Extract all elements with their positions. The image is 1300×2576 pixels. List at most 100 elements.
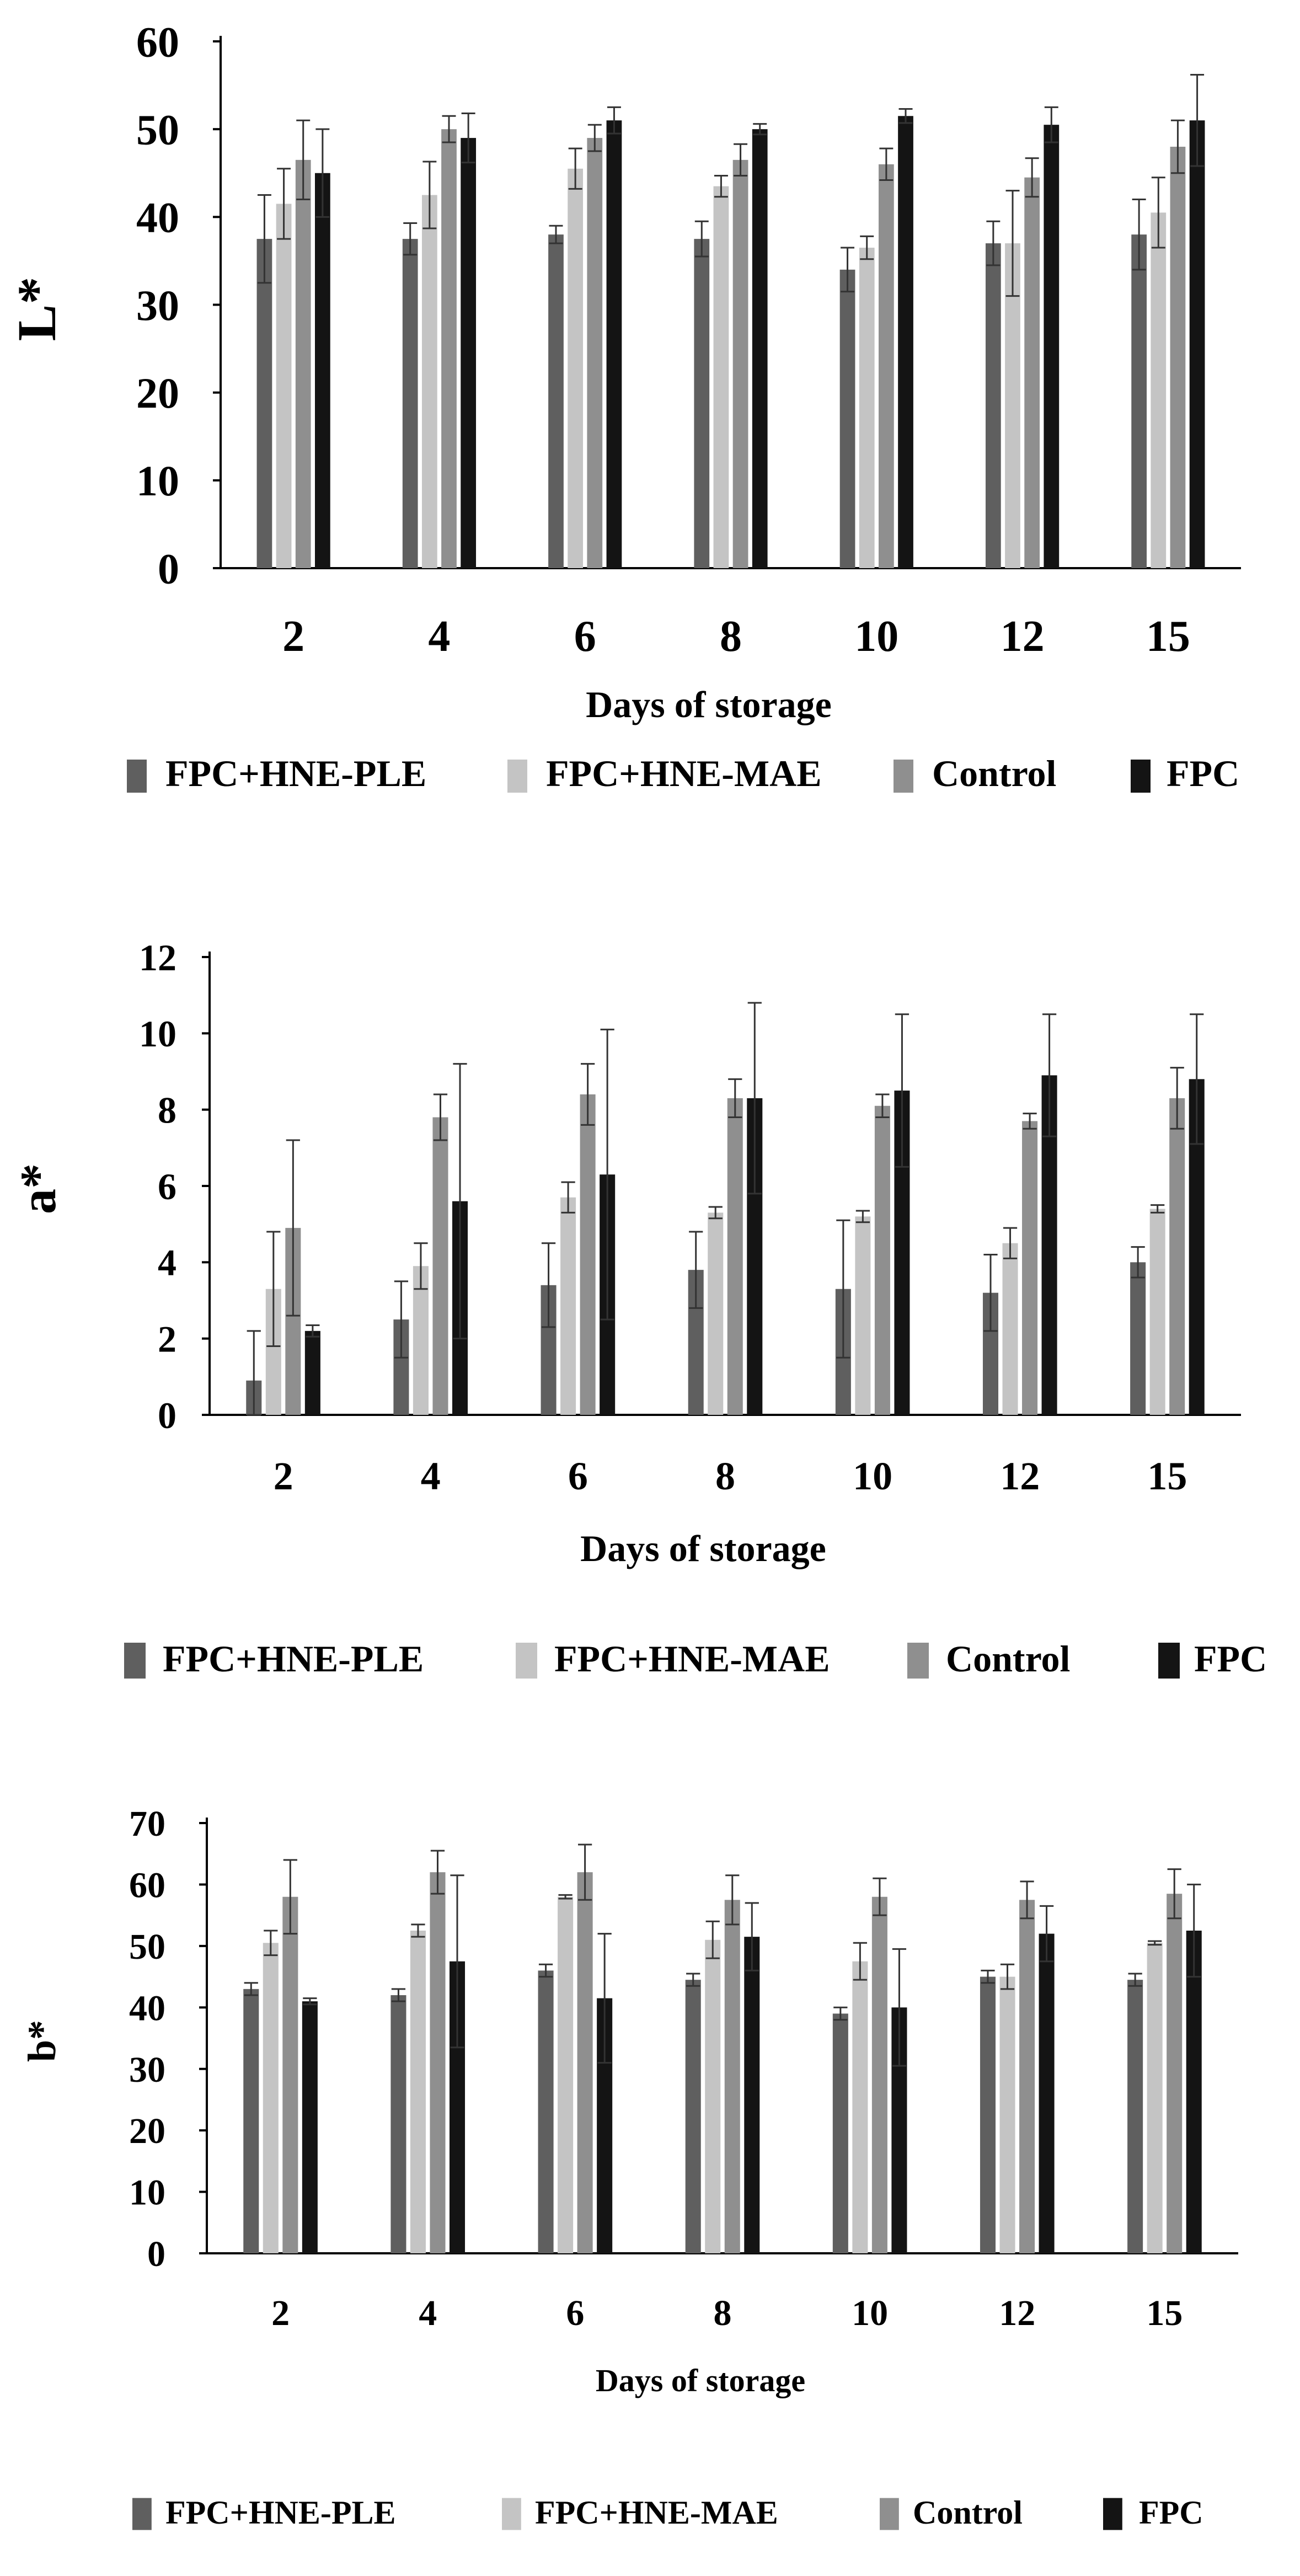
error-bar <box>1131 1246 1145 1279</box>
legend-swatch <box>1131 760 1151 793</box>
error-bar <box>461 113 475 164</box>
y-tick-label: 10 <box>139 1013 176 1055</box>
bar-l-fpc-hne-mae-day-6 <box>568 168 584 569</box>
bar-a-fpc-hne-mae-day-10 <box>855 1216 871 1415</box>
bar-b-fpc-day-12 <box>1039 1933 1055 2253</box>
bar-l-control-day-6 <box>587 138 603 569</box>
legend-label: FPC+HNE-MAE <box>546 752 822 794</box>
y-tick-label: 10 <box>136 457 179 505</box>
y-tick-label: 30 <box>136 281 179 329</box>
bar-l-fpc-hne-ple-day-12 <box>985 243 1001 568</box>
bar-l-fpc-hne-ple-day-15 <box>1131 234 1147 569</box>
legend-label: FPC+HNE-MAE <box>535 2494 778 2531</box>
chart-panel-l: 0 10 20 30 40 50 60 L* 2 4 6 8 10 12 15 Days of storage… <box>6 18 1241 794</box>
bar-a-control-day-10 <box>874 1105 890 1415</box>
bar-b-control-day-10 <box>871 1896 887 2253</box>
bar-a-control-day-12 <box>1022 1121 1038 1415</box>
error-bar <box>541 1242 556 1328</box>
error-bar <box>247 1330 261 1416</box>
error-bar <box>689 1231 703 1309</box>
x-tick-label: 2 <box>282 612 304 661</box>
y-tick-label: 30 <box>129 2050 165 2090</box>
y-tick-label: 12 <box>139 937 176 979</box>
error-bar <box>1170 119 1185 174</box>
error-bar <box>708 1206 723 1220</box>
error-bar <box>875 1093 890 1118</box>
y-tick-label: 0 <box>158 544 179 592</box>
x-tick-label: 12 <box>1000 1454 1040 1498</box>
error-bar <box>414 1242 428 1290</box>
error-bar <box>1003 1227 1018 1259</box>
legend-item: FPC <box>1158 1638 1267 1680</box>
error-bar <box>879 147 894 181</box>
legend-item: FPC+HNE-MAE <box>516 1638 830 1680</box>
error-bar <box>303 1997 317 2006</box>
error-bar <box>264 1930 278 1957</box>
legend-swatch <box>507 760 527 793</box>
legend-swatch <box>516 1643 537 1679</box>
x-tick-label: 4 <box>419 2293 437 2333</box>
y-tick-label: 8 <box>158 1089 176 1131</box>
error-bar <box>538 1963 553 1978</box>
y-tick-label: 0 <box>158 1394 176 1436</box>
bar-b-fpc-hne-ple-day-4 <box>390 1995 406 2253</box>
error-bar <box>1000 1963 1015 1990</box>
error-bar <box>1190 73 1205 167</box>
error-bar <box>1170 1067 1184 1130</box>
error-bar <box>558 1894 573 1900</box>
y-axis-label: a* <box>10 1163 66 1214</box>
bar-b-control-day-15 <box>1167 1894 1183 2253</box>
legend-label: FPC+HNE-PLE <box>165 2494 396 2531</box>
error-bar <box>853 1942 868 1981</box>
error-bar <box>453 1063 467 1340</box>
error-bar <box>257 194 271 284</box>
x-tick-label: 12 <box>999 2293 1035 2333</box>
bar-l-control-day-10 <box>878 164 894 568</box>
error-bar <box>1039 1905 1054 1963</box>
bar-b-control-day-4 <box>430 1872 446 2253</box>
bar-b-fpc-hne-ple-day-6 <box>538 1970 554 2253</box>
error-bar <box>600 1028 614 1321</box>
legend-l: FPC+HNE-PLE FPC+HNE-MAE Control FPC <box>127 752 1239 794</box>
bar-b-control-day-6 <box>577 1872 593 2253</box>
error-bar <box>833 2006 848 2021</box>
error-bar <box>1167 1868 1181 1920</box>
legend-a: FPC+HNE-PLE FPC+HNE-MAE Control FPC <box>124 1638 1267 1680</box>
legend-swatch <box>1103 2498 1122 2530</box>
error-bar <box>286 1139 300 1317</box>
x-tick-label: 15 <box>1147 1454 1187 1498</box>
legend-label: FPC+HNE-PLE <box>165 752 426 794</box>
error-bar <box>1020 1880 1034 1920</box>
error-bar <box>898 108 913 124</box>
error-bar <box>577 1843 592 1901</box>
y-tick-label: 50 <box>129 1927 165 1967</box>
bar-l-fpc-hne-ple-day-8 <box>694 239 710 568</box>
y-tick-label: 60 <box>136 18 179 66</box>
error-bar <box>430 1850 445 1895</box>
bar-b-fpc-hne-ple-day-15 <box>1127 1980 1143 2253</box>
x-tick-label: 8 <box>720 612 742 661</box>
x-tick-label: 6 <box>574 612 596 661</box>
bar-a-fpc-hne-mae-day-8 <box>708 1212 724 1415</box>
error-bar <box>1151 177 1165 249</box>
legend-label: FPC <box>1139 2494 1203 2531</box>
error-bar <box>580 1063 595 1126</box>
bar-b-fpc-hne-mae-day-8 <box>705 1939 721 2253</box>
error-bar <box>1190 1013 1204 1145</box>
error-bar <box>1025 157 1039 198</box>
bar-b-fpc-hne-mae-day-4 <box>410 1931 426 2253</box>
x-tick-label: 4 <box>421 1454 441 1498</box>
bar-l-fpc-hne-ple-day-2 <box>256 239 272 568</box>
x-tick-label: 10 <box>852 2293 888 2333</box>
bar-b-fpc-hne-mae-day-12 <box>999 1976 1015 2253</box>
x-tick-label: 4 <box>428 612 450 661</box>
y-tick-label: 50 <box>136 105 179 153</box>
bar-a-fpc-hne-mae-day-4 <box>413 1266 429 1415</box>
legend-swatch <box>124 1643 146 1679</box>
bar-a-control-day-15 <box>1169 1098 1185 1415</box>
bar-b-fpc-hne-ple-day-12 <box>980 1976 996 2253</box>
legend-item: FPC+HNE-MAE <box>502 2494 778 2531</box>
y-tick-label: 20 <box>136 369 179 417</box>
bar-b-fpc-day-2 <box>302 2001 318 2253</box>
error-bar <box>860 235 874 260</box>
